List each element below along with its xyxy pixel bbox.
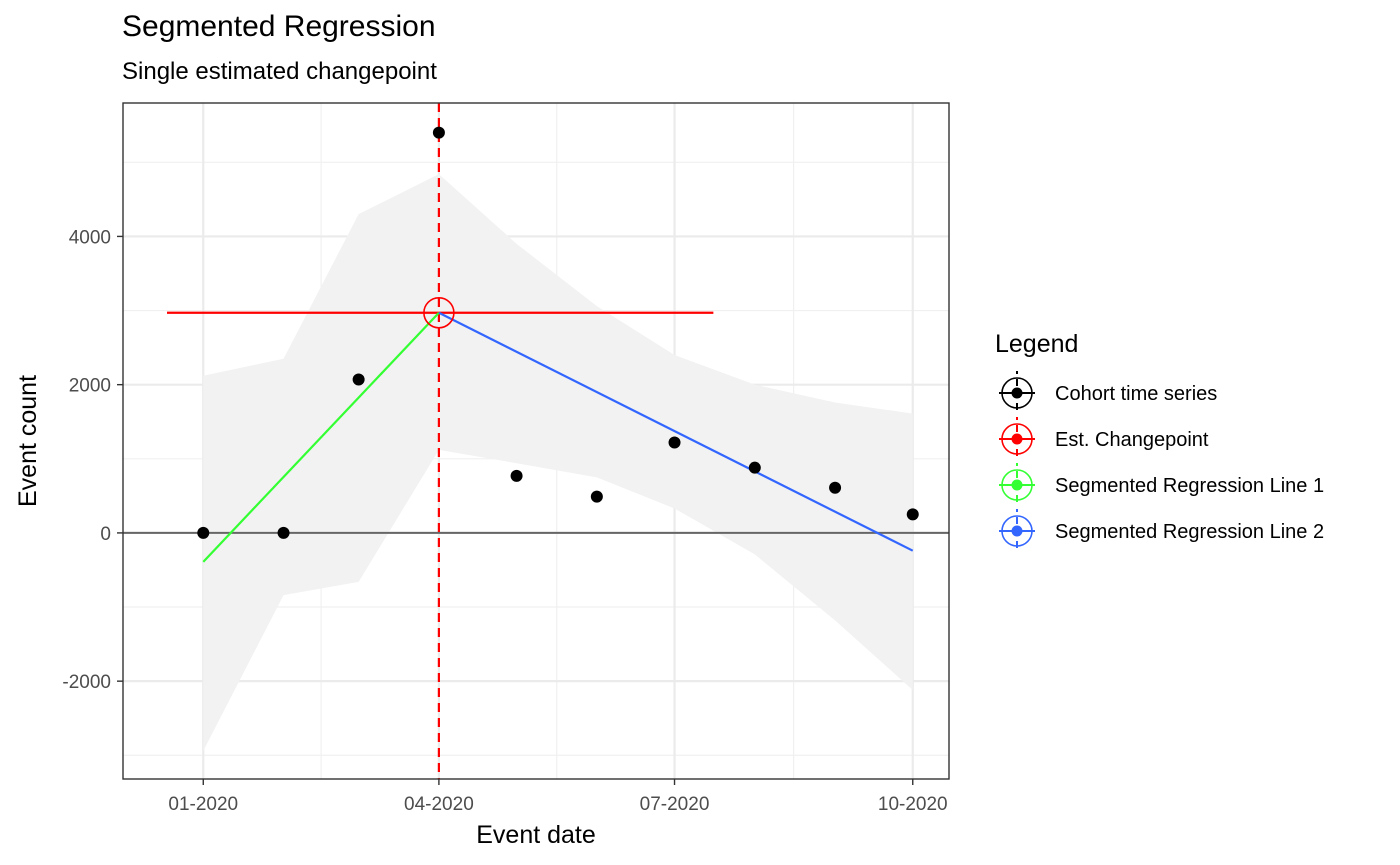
data-point xyxy=(590,490,603,503)
legend-key-dot xyxy=(1011,387,1023,399)
legend-key-ring xyxy=(1001,469,1033,501)
data-point xyxy=(432,126,445,139)
legend-key-dot xyxy=(1011,433,1023,445)
data-point xyxy=(197,526,210,539)
x-tick-label: 07-2020 xyxy=(640,794,710,815)
y-tick-label: 4000 xyxy=(69,227,111,248)
data-point xyxy=(668,436,681,449)
plot-border xyxy=(122,102,950,780)
legend-title: Legend xyxy=(995,330,1078,358)
data-point xyxy=(748,461,761,474)
y-tick-label: -2000 xyxy=(62,672,111,693)
legend-item: Segmented Regression Line 1 xyxy=(999,463,1324,507)
data-point xyxy=(352,373,365,386)
legend-item: Segmented Regression Line 2 xyxy=(999,509,1324,553)
y-tick-label: 0 xyxy=(100,524,111,545)
changepoint-marker xyxy=(423,296,455,329)
legend-label: Cohort time series xyxy=(1055,383,1217,405)
legend-item: Cohort time series xyxy=(999,371,1217,415)
chart-subtitle: Single estimated changepoint xyxy=(122,58,437,85)
legend-key-ring xyxy=(1001,377,1033,409)
x-tick-label: 01-2020 xyxy=(168,794,238,815)
data-point xyxy=(906,508,919,521)
legend-label: Segmented Regression Line 2 xyxy=(1055,521,1324,543)
legend-label: Est. Changepoint xyxy=(1055,429,1209,451)
y-tick-label: 2000 xyxy=(69,376,111,397)
legend-key-ring xyxy=(1001,423,1033,455)
x-tick-label: 10-2020 xyxy=(878,794,948,815)
legend-key-dot xyxy=(1011,479,1023,491)
regression-line-1 xyxy=(202,312,440,563)
data-point xyxy=(510,469,523,482)
data-point xyxy=(277,526,290,539)
data-point xyxy=(829,481,842,494)
legend-key-dot xyxy=(1011,525,1023,537)
x-axis-title: Event date xyxy=(476,821,596,849)
confidence-band xyxy=(203,174,913,751)
legend-key-ring xyxy=(1001,515,1033,547)
y-axis-title: Event count xyxy=(14,375,42,507)
chart-title: Segmented Regression xyxy=(122,10,436,43)
regression-line-2 xyxy=(438,311,914,552)
x-tick-label: 04-2020 xyxy=(404,794,474,815)
legend-item: Est. Changepoint xyxy=(999,417,1209,461)
legend-label: Segmented Regression Line 1 xyxy=(1055,475,1324,497)
